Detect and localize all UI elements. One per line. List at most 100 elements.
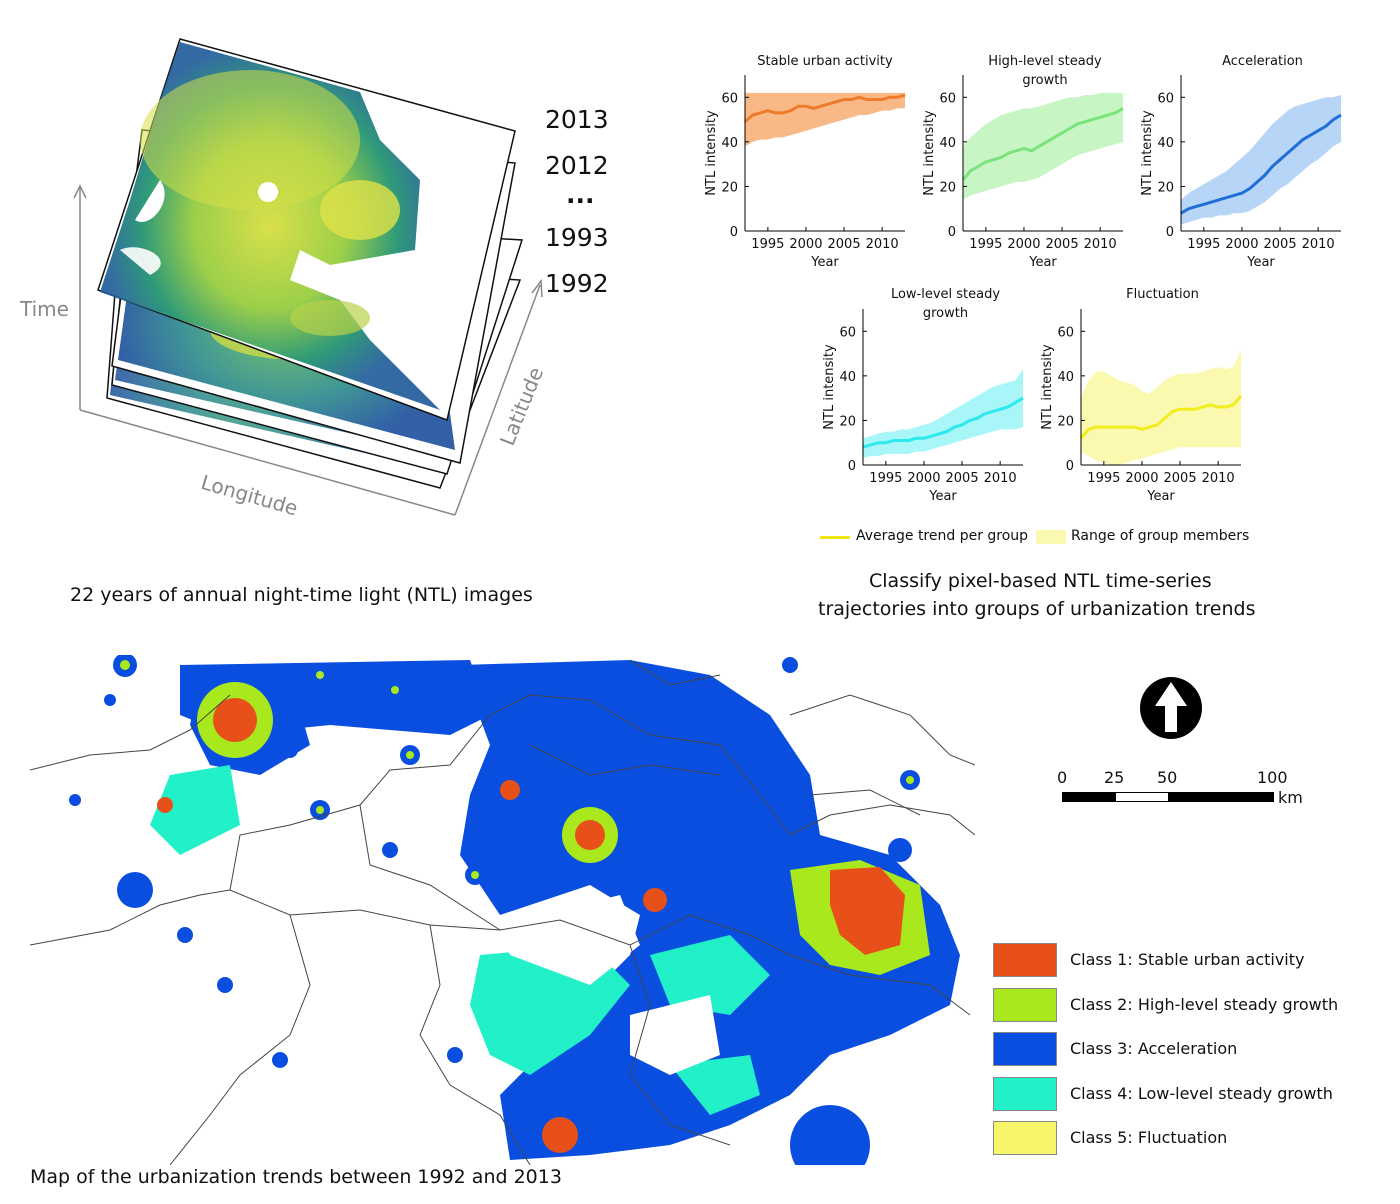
scale-tick-50: 50	[1157, 768, 1178, 787]
class-legend-label: Class 1: Stable urban activity	[1070, 950, 1305, 969]
chart-title-stable: Stable urban activity	[757, 54, 893, 69]
latitude-axis	[454, 278, 543, 516]
x-tick-label: 2005	[946, 471, 979, 486]
scale-seg-2	[1115, 793, 1168, 801]
legend-mean-swatch	[820, 536, 850, 539]
y-axis-label: NTL intensity	[922, 110, 937, 196]
x-tick-label: 2000	[907, 471, 940, 486]
chart-stable-urban-activity: 0 20 40 60 1995 2000 2005 2010 Year NTL intensity	[704, 75, 906, 270]
x-tick-label: 2005	[828, 237, 861, 252]
range-band	[963, 92, 1123, 200]
scale-tick-25: 25	[1104, 768, 1125, 787]
chart-title-low-level-text: Low-level steady growth	[890, 287, 1001, 321]
chart-title-acceleration: Acceleration	[1222, 54, 1303, 69]
class-legend-label: Class 2: High-level steady growth	[1070, 994, 1339, 1014]
x-tick-label: 2000	[1125, 471, 1158, 486]
y-tick-label: 60	[939, 91, 956, 106]
mean-trend-line	[961, 107, 1124, 181]
x-tick-label: 2005	[1046, 237, 1079, 252]
y-tick-label: 40	[1157, 136, 1174, 151]
scale-seg-3	[1168, 793, 1273, 801]
y-tick-label: 40	[721, 136, 738, 151]
chart-title-high-level: High-level steady growth	[965, 52, 1125, 90]
x-tick-label: 2010	[984, 471, 1017, 486]
stack-caption: 22 years of annual night-time light (NTL…	[70, 584, 533, 606]
class-legend-swatch	[993, 1032, 1057, 1066]
y-tick-label: 40	[839, 370, 856, 385]
x-tick-label: 2000	[1225, 237, 1258, 252]
range-band	[1181, 95, 1341, 225]
y-tick-label: 40	[939, 136, 956, 151]
y-tick-label: 60	[721, 91, 738, 106]
y-tick-label: 20	[1157, 180, 1174, 195]
admin-boundaries	[30, 659, 975, 1165]
mean-trend-line	[1079, 394, 1243, 440]
scale-unit: km	[1278, 788, 1303, 807]
map-gap-1	[500, 895, 640, 985]
y-tick-label: 0	[1166, 225, 1174, 240]
range-band	[1081, 349, 1241, 465]
chart-title-high-level-text: High-level steady growth	[988, 54, 1102, 88]
urbanization-trend-map	[30, 655, 975, 1165]
region-low-growth-3	[670, 1055, 760, 1115]
class-legend-label: Class 5: Fluctuation	[1070, 1128, 1228, 1147]
x-tick-label: 1995	[869, 471, 902, 486]
x-tick-label: 1995	[969, 237, 1002, 252]
legend-mean-label: Average trend per group	[856, 528, 1029, 544]
x-tick-label: 2000	[789, 237, 822, 252]
chart-title-low-level: Low-level steady growth	[868, 285, 1023, 323]
scale-bar	[1062, 792, 1274, 802]
ntl-image-stack	[73, 38, 543, 516]
small-town-dots	[69, 655, 920, 1165]
x-tick-label: 2010	[1302, 237, 1335, 252]
y-axis-label: NTL intensity	[1140, 110, 1155, 196]
mean-trend-line	[744, 93, 906, 123]
x-axis-label: Year	[810, 255, 839, 270]
year-label-ellipsis: ...	[566, 180, 595, 209]
scale-seg-1	[1063, 793, 1116, 801]
x-tick-label: 1995	[1087, 471, 1120, 486]
y-axis-label: NTL intensity	[704, 110, 719, 196]
class-legend-swatch	[993, 987, 1057, 1022]
region-stable-west	[213, 698, 257, 742]
x-tick-label: 2010	[1202, 471, 1235, 486]
y-tick-label: 0	[848, 459, 856, 474]
classify-caption-line2: trajectories into groups of urbanization…	[818, 598, 1256, 620]
range-band	[745, 92, 905, 147]
map-gap-2	[630, 995, 720, 1075]
x-tick-label: 1995	[751, 237, 784, 252]
year-label-2012: 2012	[545, 151, 609, 180]
year-label-1993: 1993	[545, 223, 609, 252]
small-town-cores	[120, 660, 914, 879]
x-tick-label: 2010	[1084, 237, 1117, 252]
y-tick-label: 60	[1057, 325, 1074, 340]
y-tick-label: 0	[730, 225, 738, 240]
class-legend-swatch	[993, 1121, 1057, 1155]
x-axis-label: Year	[928, 489, 957, 504]
y-tick-label: 60	[839, 325, 856, 340]
class-legend-label: Class 3: Acceleration	[1070, 1039, 1238, 1058]
chart-low-level-steady-growth: 0 20 40 60 1995 2000 2005 2010 Year NTL intensity	[822, 309, 1024, 504]
year-label-2013: 2013	[545, 105, 609, 134]
x-tick-label: 2005	[1164, 471, 1197, 486]
x-axis-label: Year	[1146, 489, 1175, 504]
mean-trend-line	[862, 396, 1024, 449]
mean-trend-line	[1180, 113, 1342, 215]
time-axis-label: Time	[20, 297, 69, 321]
y-tick-label: 0	[948, 225, 956, 240]
class-legend-swatch	[993, 943, 1057, 977]
y-tick-label: 20	[1057, 414, 1074, 429]
x-axis-label: Year	[1246, 255, 1275, 270]
scale-tick-100: 100	[1257, 768, 1288, 787]
x-tick-label: 1995	[1187, 237, 1220, 252]
x-tick-label: 2010	[866, 237, 899, 252]
x-axis-label: Year	[1028, 255, 1057, 270]
y-tick-label: 20	[839, 414, 856, 429]
y-tick-label: 0	[1066, 459, 1074, 474]
north-arrow-icon	[1140, 677, 1202, 739]
y-tick-label: 20	[721, 180, 738, 195]
class-legend-swatch	[993, 1076, 1057, 1111]
region-low-growth-4	[150, 765, 240, 855]
region-stable-node-1	[575, 820, 605, 850]
chart-high-level-steady-growth: 0 20 40 60 1995 2000 2005 2010 Year NTL intensity	[922, 75, 1124, 270]
